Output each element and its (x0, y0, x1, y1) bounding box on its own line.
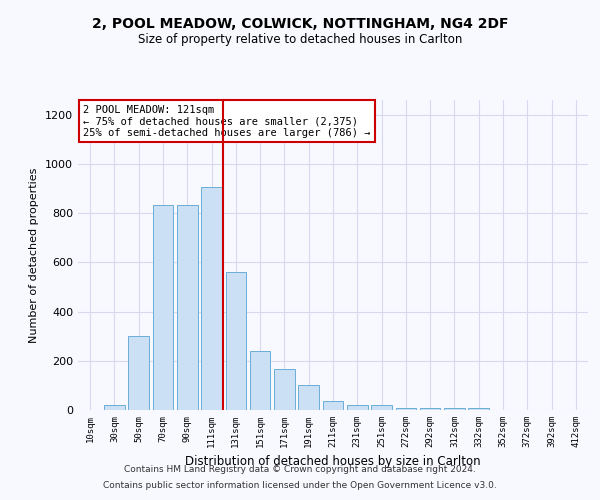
Bar (395, 408, 416, 410)
Text: Contains public sector information licensed under the Open Government Licence v3: Contains public sector information licen… (103, 480, 497, 490)
Bar (128, 336, 149, 410)
Bar (469, 408, 489, 410)
X-axis label: Distribution of detached houses by size in Carlton: Distribution of detached houses by size … (185, 456, 481, 468)
Bar (201, 188, 222, 410)
Text: Contains HM Land Registry data © Crown copyright and database right 2024.: Contains HM Land Registry data © Crown c… (124, 466, 476, 474)
Text: Size of property relative to detached houses in Carlton: Size of property relative to detached ho… (138, 32, 462, 46)
Bar (420, 408, 440, 410)
Bar (152, 204, 173, 410)
Bar (347, 405, 368, 410)
Bar (298, 386, 319, 410)
Bar (250, 351, 271, 410)
Bar (371, 405, 392, 410)
Text: 2, POOL MEADOW, COLWICK, NOTTINGHAM, NG4 2DF: 2, POOL MEADOW, COLWICK, NOTTINGHAM, NG4… (92, 18, 508, 32)
Bar (226, 272, 246, 410)
Bar (444, 408, 465, 410)
Bar (323, 402, 343, 410)
Bar (274, 370, 295, 410)
Y-axis label: Number of detached properties: Number of detached properties (29, 168, 40, 342)
Bar (177, 204, 197, 410)
Bar (104, 405, 125, 410)
Text: 2 POOL MEADOW: 121sqm
← 75% of detached houses are smaller (2,375)
25% of semi-d: 2 POOL MEADOW: 121sqm ← 75% of detached … (83, 104, 371, 138)
